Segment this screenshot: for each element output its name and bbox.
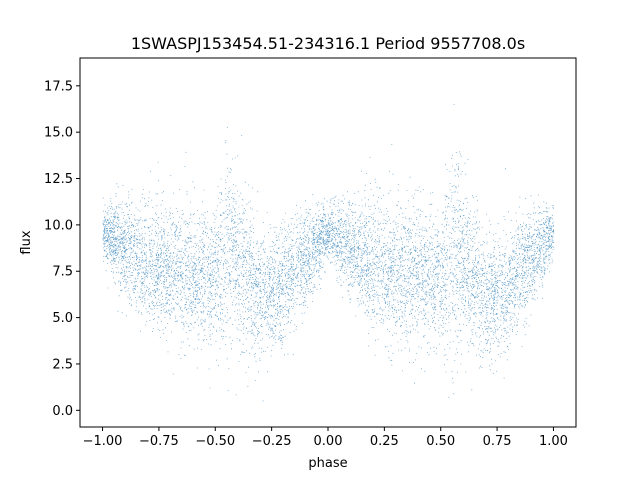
x-tick-label: −1.00 [83,434,123,449]
x-tick-label: −0.25 [252,434,292,449]
y-tick-label: 17.5 [44,79,73,94]
x-tick-label: 1.00 [539,434,568,449]
y-tick-label: 5.0 [52,311,73,326]
plot-area [80,58,576,427]
x-tick-label: −0.75 [139,434,179,449]
y-axis-label: flux [19,230,34,254]
x-tick-label: 0.00 [314,434,343,449]
x-tick-label: 0.50 [426,434,455,449]
chart-title: 1SWASPJ153454.51-234316.1 Period 9557708… [131,34,525,53]
x-tick-label: 0.25 [370,434,399,449]
y-tick-label: 0.0 [52,404,73,419]
x-tick-label: −0.50 [195,434,235,449]
x-axis: −1.00 −0.75 −0.50 −0.25 0.00 0.25 0.50 0.75 1.00 [83,427,568,449]
scatter-points [102,104,555,402]
x-tick-label: 0.75 [483,434,512,449]
data-points [102,104,555,402]
y-axis: 0.0 2.5 5.0 7.5 10.0 12.5 15.0 17.5 [44,79,80,419]
y-tick-label: 15.0 [44,126,73,141]
y-tick-label: 2.5 [52,357,73,372]
y-tick-label: 7.5 [52,265,73,280]
x-axis-label: phase [308,456,347,471]
y-tick-label: 10.0 [44,218,73,233]
y-tick-label: 12.5 [44,172,73,187]
